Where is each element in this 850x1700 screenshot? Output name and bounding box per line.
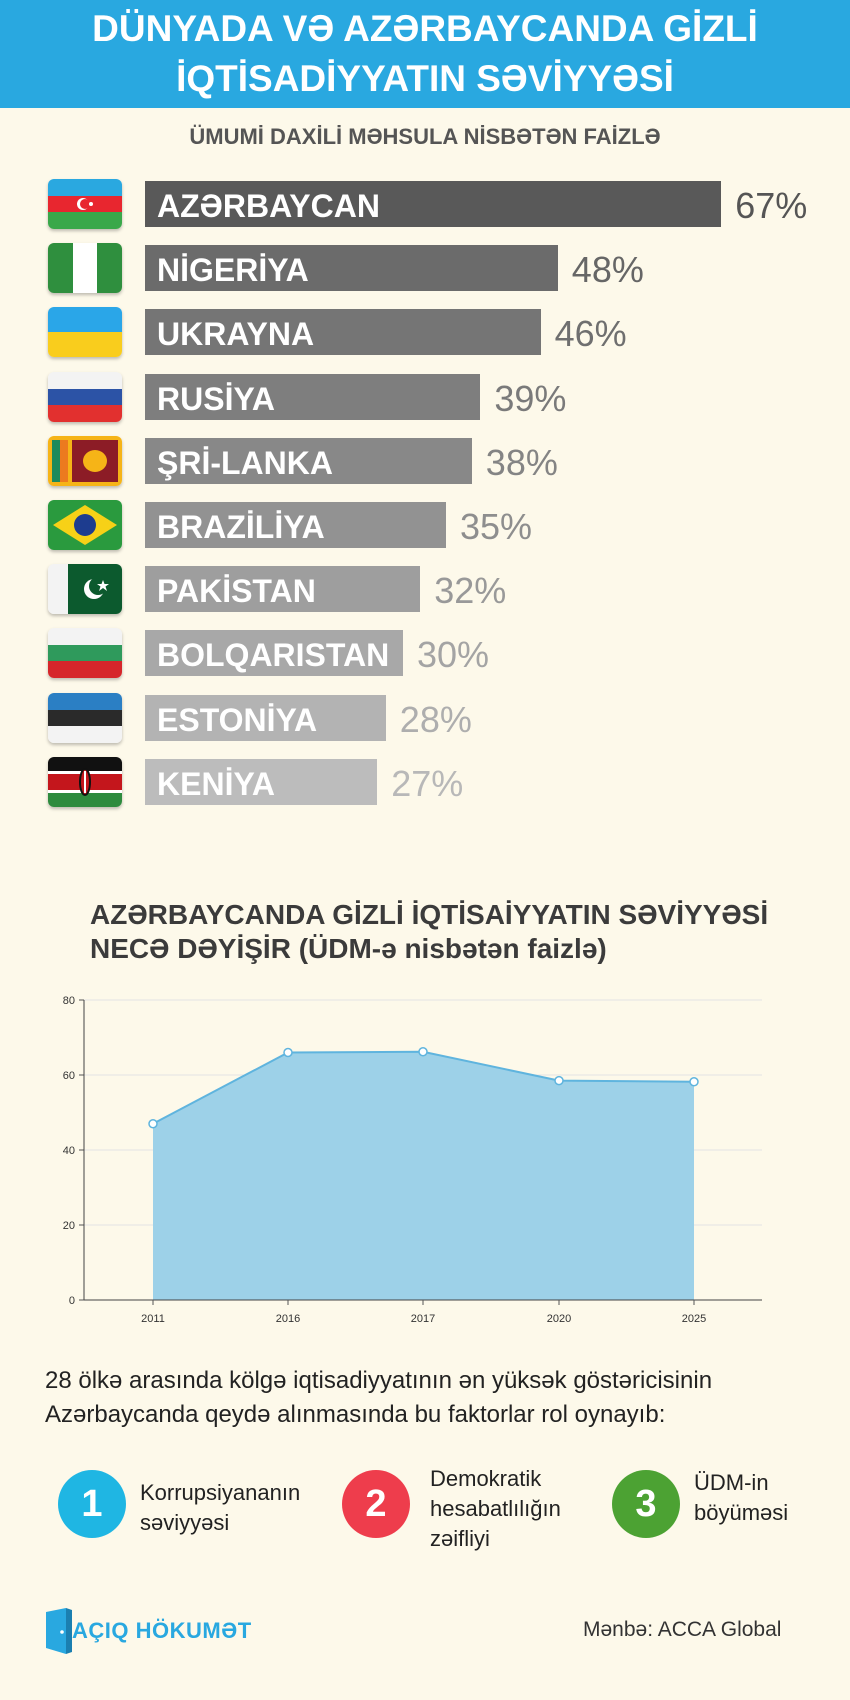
- bar-category-label: KENİYA: [157, 765, 275, 802]
- bar-row: AZƏRBAYCAN 67%: [0, 176, 850, 229]
- bar-value-label: 35%: [460, 506, 533, 547]
- bar-row: KENİYA 27%: [0, 754, 850, 807]
- logo-text: AÇIQ HÖKUMƏT: [72, 1618, 252, 1643]
- x-tick-label: 2025: [682, 1313, 706, 1325]
- bar-value-label: 46%: [554, 313, 627, 355]
- factor-2-line1: Demokratik: [430, 1466, 542, 1491]
- bar-category-label: RUSİYA: [157, 380, 275, 417]
- factor-2-line3: zəifliyi: [430, 1526, 490, 1551]
- bar-row: PAKİSTAN 32%: [0, 561, 850, 615]
- bar-category-label: UKRAYNA: [157, 316, 315, 353]
- factor-text-2: Demokratik hesabatlılığın zəifliyi: [430, 1464, 561, 1554]
- factors-intro-line2: Azərbaycanda qeydə alınmasında bu faktor…: [45, 1401, 666, 1428]
- data-point: [554, 1075, 564, 1086]
- x-tick-label: 2017: [411, 1313, 435, 1325]
- bar-row: UKRAYNA 46%: [0, 304, 850, 358]
- y-tick-label: 20: [63, 1220, 75, 1232]
- bar-category-label: ŞRİ-LANKA: [157, 444, 333, 481]
- bar-row: ESTONİYA 28%: [0, 690, 850, 743]
- header-title-line2: İQTİSADİYYATIN SƏVİYYƏSİ: [176, 58, 674, 99]
- nigeria-flag: [48, 243, 122, 294]
- y-tick-label: 80: [63, 995, 75, 1007]
- factor-1-line1: Korrupsiyananın: [140, 1480, 301, 1505]
- bar-row: BRAZİLİYA 35%: [0, 497, 850, 550]
- estonia-flag: [48, 692, 122, 743]
- source-note: Mənbə: ACCA Global: [583, 1618, 782, 1641]
- bar: [145, 181, 722, 227]
- bar-category-label: BOLQARISTAN: [157, 637, 390, 674]
- sri-lanka-flag: [48, 435, 122, 486]
- bar-category-label: PAKİSTAN: [157, 573, 316, 610]
- bar: [145, 694, 386, 741]
- bar: [145, 502, 446, 548]
- factor-3-line2: böyüməsi: [694, 1500, 789, 1525]
- bulgaria-flag: [48, 628, 122, 679]
- data-point: [418, 1047, 428, 1057]
- bar-value-label: 67%: [735, 185, 808, 226]
- data-point: [148, 1119, 158, 1129]
- data-point: [283, 1047, 293, 1058]
- pakistan-flag: [48, 564, 122, 615]
- bar-category-label: ESTONİYA: [157, 701, 318, 738]
- kenya-flag: [48, 756, 122, 807]
- chart-subtitle: ÜMUMİ DAXİLİ MƏHSULA NİSBƏTƏN FAİZLƏ: [189, 124, 661, 149]
- y-tick-label: 40: [63, 1145, 75, 1157]
- bar-row: NİGERİYA 48%: [0, 240, 850, 294]
- x-tick-label: 2020: [547, 1313, 571, 1325]
- bar-category-label: BRAZİLİYA: [157, 509, 325, 545]
- factor-1-line2: səviyyəsi: [140, 1510, 230, 1535]
- bar: [145, 758, 378, 805]
- factor-number-1: 1: [58, 1470, 126, 1538]
- area-chart: 0 20 40 60 80 2011 2016 2017 2020 2025: [63, 995, 762, 1325]
- header-title-line1: DÜNYADA VƏ AZƏRBAYCANDA GİZLİ: [92, 8, 758, 49]
- factor-text-1: Korrupsiyananın səviyyəsi: [140, 1478, 300, 1538]
- door-icon: [46, 1608, 72, 1654]
- logo: AÇIQ HÖKUMƏT: [44, 1608, 264, 1656]
- area-chart-title-line2: NECƏ DƏYİŞİR (ÜDM-ə nisbətən faizlə): [90, 933, 607, 964]
- y-tick-label: 60: [63, 1070, 75, 1082]
- azerbaijan-flag: [48, 179, 122, 229]
- bar-category-label: AZƏRBAYCAN: [157, 188, 380, 224]
- bar-row: ŞRİ-LANKA 38%: [0, 433, 850, 486]
- area-fill: [153, 1051, 694, 1300]
- ukraine-flag: [48, 307, 122, 358]
- bar-value-label: 39%: [494, 377, 567, 419]
- y-tick-label: 0: [69, 1295, 75, 1307]
- bar: [145, 437, 472, 484]
- bar: [145, 630, 403, 677]
- bar-value-label: 38%: [485, 441, 558, 483]
- area-chart-title-line1: AZƏRBAYCANDA GİZLİ İQTİSAİYYATIN SƏVİYYƏ…: [90, 899, 769, 930]
- factor-2-line2: hesabatlılığın: [430, 1496, 561, 1521]
- bar-row: BOLQARISTAN 30%: [0, 625, 850, 679]
- bar-value-label: 28%: [399, 698, 472, 740]
- russia-flag: [48, 371, 122, 422]
- factor-number-2: 2: [342, 1470, 410, 1538]
- bar-category-label: NİGERİYA: [157, 252, 309, 289]
- x-tick-label: 2016: [276, 1313, 300, 1325]
- bar-value-label: 27%: [391, 762, 464, 804]
- brazil-flag: [48, 500, 122, 550]
- bar: [145, 245, 558, 292]
- bar-row: RUSİYA 39%: [0, 369, 850, 422]
- factor-text-3: ÜDM-in böyüməsi: [694, 1468, 788, 1528]
- bar: [145, 373, 481, 420]
- x-tick-label: 2011: [141, 1313, 165, 1325]
- bar-value-label: 48%: [571, 249, 644, 291]
- factor-number-3: 3: [612, 1470, 680, 1538]
- factors-intro-line1: 28 ölkə arasında kölgə iqtisadiyyatının …: [45, 1367, 713, 1394]
- data-point: [689, 1077, 699, 1087]
- bar: [145, 566, 421, 613]
- factors-intro: 28 ölkə arasında kölgə iqtisadiyyatının …: [45, 1364, 825, 1432]
- bar-value-label: 32%: [434, 570, 507, 612]
- header-banner: DÜNYADA VƏ AZƏRBAYCANDA GİZLİ İQTİSADİYY…: [0, 0, 850, 108]
- factor-3-line1: ÜDM-in: [694, 1470, 769, 1495]
- area-chart-title: AZƏRBAYCANDA GİZLİ İQTİSAİYYATIN SƏVİYYƏ…: [90, 898, 810, 966]
- bar: [145, 309, 541, 356]
- bar-value-label: 30%: [417, 634, 490, 676]
